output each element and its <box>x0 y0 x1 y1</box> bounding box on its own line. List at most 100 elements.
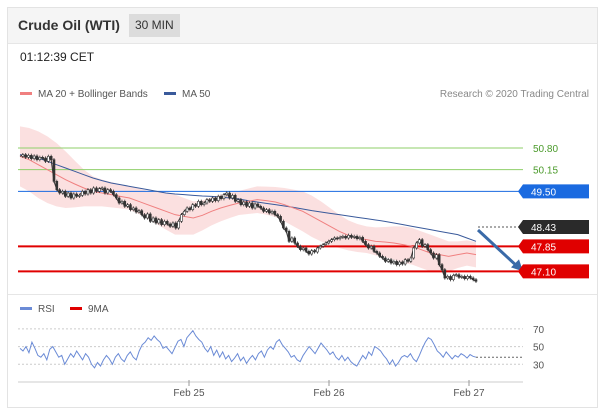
candle-body <box>171 222 175 227</box>
candle-body <box>449 276 452 280</box>
candle-body <box>44 157 47 162</box>
ma50-line <box>19 154 477 242</box>
candle-body <box>202 202 206 205</box>
candle-body <box>412 247 415 259</box>
candle-body <box>180 214 183 222</box>
candle-body <box>338 237 342 239</box>
candle-body <box>35 155 39 160</box>
candle-body <box>463 276 466 279</box>
candle-body <box>188 207 192 210</box>
candle-body <box>415 242 418 249</box>
candle-body <box>148 213 152 222</box>
x-tick-label-1: Feb 26 <box>313 388 345 399</box>
level-badge-4 <box>518 239 589 254</box>
candle-body <box>279 216 282 222</box>
candle-body <box>372 246 376 252</box>
candle-body <box>418 239 421 244</box>
instrument-title: Crude Oil (WTI) <box>18 17 120 33</box>
candle-body <box>197 201 200 207</box>
candle-body <box>78 195 81 197</box>
candle-body <box>276 214 280 217</box>
candle-body <box>437 254 441 265</box>
candle-body <box>131 207 135 210</box>
candle-body <box>460 276 464 278</box>
candle-body <box>208 199 212 202</box>
ma50-swatch <box>164 91 176 95</box>
candle-body <box>273 211 277 215</box>
rsi-tick-2: 30 <box>533 360 545 371</box>
chart-header: Crude Oil (WTI) 30 MIN <box>8 8 597 44</box>
candle-body <box>95 187 98 192</box>
candle-body <box>151 217 155 222</box>
candle-body <box>242 201 246 205</box>
candle-body <box>259 206 263 209</box>
candle-body <box>367 244 370 249</box>
level-label-0: 50.80 <box>533 144 558 155</box>
candle-body <box>182 211 186 215</box>
candle-body <box>369 246 373 249</box>
candle-body <box>262 207 265 212</box>
candle-body <box>284 227 288 232</box>
candle-body <box>313 250 316 253</box>
candle-body <box>83 191 87 195</box>
interval-badge[interactable]: 30 MIN <box>129 14 180 37</box>
candle-body <box>265 209 268 212</box>
candle-body <box>72 193 76 199</box>
legend-ma50: MA 50 <box>164 89 210 100</box>
candle-body <box>109 189 112 192</box>
candle-body <box>92 187 95 194</box>
candle-body <box>361 237 365 242</box>
candle-body <box>446 276 449 279</box>
candle-body <box>350 235 353 238</box>
candle-body <box>267 209 271 214</box>
candle-body <box>352 236 356 238</box>
candle-body <box>233 195 237 202</box>
candle-body <box>143 214 146 219</box>
credit-text: Research © 2020 Trading Central <box>439 89 589 100</box>
candle-body <box>126 204 129 207</box>
candle-body <box>384 257 387 262</box>
candle-body <box>120 201 124 204</box>
candle-body <box>205 199 209 204</box>
x-tick-label-0: Feb 25 <box>173 388 205 399</box>
level-label-5: 47.10 <box>531 267 556 278</box>
candle-body <box>231 195 234 199</box>
candle-body <box>318 246 322 249</box>
candle-body <box>403 259 407 265</box>
candle-body <box>245 201 248 207</box>
candle-body <box>296 242 299 247</box>
candle-body <box>103 187 107 194</box>
candle-body <box>129 204 132 210</box>
candle-body <box>165 221 169 225</box>
candle-body <box>335 237 339 240</box>
candle-body <box>55 181 59 190</box>
x-tick-label-2: Feb 27 <box>453 388 485 399</box>
candle-body <box>409 257 413 262</box>
candle-body <box>137 210 141 213</box>
candle-body <box>30 155 33 159</box>
candle-body <box>236 199 240 202</box>
candle-body <box>100 187 104 190</box>
candle-body <box>471 277 475 280</box>
candle-body <box>199 201 203 205</box>
candle-body <box>386 259 390 262</box>
candle-body <box>112 191 115 195</box>
candle-body <box>420 239 424 247</box>
price-chart-svg: 50.80 50.15 49.50 48.43 47.85 47.10 70 50 30 Feb … <box>18 126 589 399</box>
level-badge-2 <box>518 184 589 199</box>
candle-body <box>440 264 444 270</box>
candle-body <box>75 193 78 197</box>
candle-body <box>290 237 294 242</box>
legend-rsi-ma: 9MA <box>70 304 109 315</box>
candle-body <box>114 194 118 199</box>
candle-body <box>211 197 214 202</box>
candle-body <box>457 274 461 278</box>
candle-body <box>146 213 149 219</box>
rsi-line <box>19 329 477 369</box>
candle-body <box>429 249 432 254</box>
level-label-2: 49.50 <box>531 187 556 198</box>
level-label-1: 50.15 <box>533 166 558 177</box>
candle-body <box>89 189 93 194</box>
candle-body <box>426 244 430 250</box>
candle-body <box>24 154 27 158</box>
